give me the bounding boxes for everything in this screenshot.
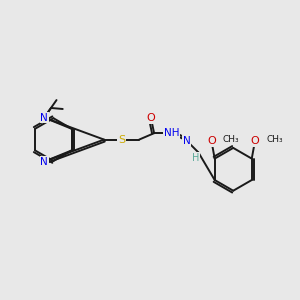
- Text: N: N: [40, 112, 48, 123]
- Text: N: N: [183, 136, 190, 146]
- Text: N: N: [40, 157, 48, 166]
- Text: NH: NH: [164, 128, 179, 138]
- Text: S: S: [118, 135, 125, 145]
- Text: O: O: [207, 136, 216, 146]
- Text: O: O: [146, 113, 155, 123]
- Text: H: H: [192, 153, 200, 163]
- Text: O: O: [250, 136, 259, 146]
- Text: CH₃: CH₃: [266, 135, 283, 144]
- Text: CH₃: CH₃: [223, 135, 239, 144]
